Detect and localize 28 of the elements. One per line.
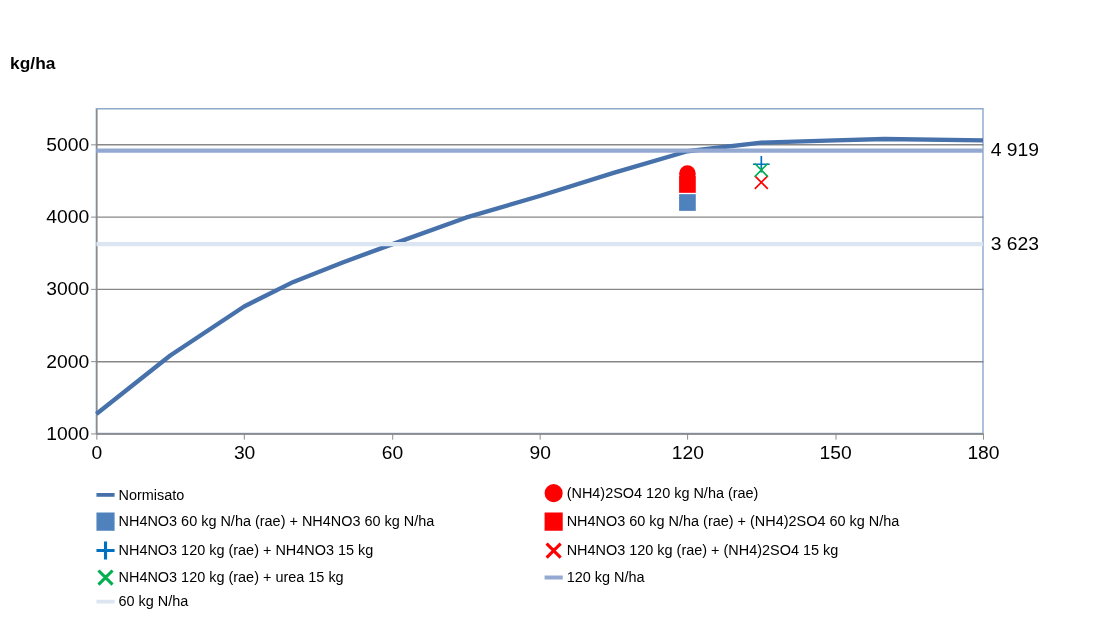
x-tick-label: 30 [233, 442, 256, 463]
y-tick-label: 2000 [46, 350, 90, 372]
legend-label: NH4NO3 120 kg (rae) + urea 15 kg [118, 569, 344, 586]
legend-label: NH4NO3 60 kg N/ha (rae) + (NH4)2SO4 60 kg N/ha [566, 513, 901, 530]
annotation: 3 623 [990, 232, 1039, 254]
legend-label: Normisato [118, 486, 185, 503]
y-axis-title: kg/ha [10, 52, 56, 73]
x-tick-label: 60 [381, 442, 404, 463]
legend-label: NH4NO3 120 kg (rae) + NH4NO3 15 kg [118, 542, 374, 559]
legend-label: 60 kg N/ha [118, 593, 190, 610]
legend-label: NH4NO3 60 kg N/ha (rae) + NH4NO3 60 kg N/ha [118, 513, 436, 530]
point [679, 194, 696, 211]
x-tick-label: 0 [91, 442, 103, 463]
y-tick-label: 3000 [46, 278, 90, 300]
x-tick-label: 120 [671, 442, 704, 463]
y-tick-label: 1000 [46, 422, 90, 444]
point [679, 176, 696, 193]
point [754, 175, 769, 190]
legend-label: (NH4)2SO4 120 kg N/ha (rae) [566, 484, 759, 501]
x-tick-label: 90 [529, 442, 551, 463]
y-tick-label: 5000 [46, 134, 90, 156]
y-tick-label: 4000 [46, 206, 90, 228]
x-tick-label: 150 [819, 442, 852, 463]
annotation: 4 919 [990, 139, 1039, 161]
line-series [94, 136, 986, 417]
x-tick-label: 180 [967, 442, 1000, 463]
legend-label: 120 kg N/ha [566, 569, 646, 586]
legend-label: NH4NO3 120 kg (rae) + (NH4)2SO4 15 kg [566, 542, 839, 559]
